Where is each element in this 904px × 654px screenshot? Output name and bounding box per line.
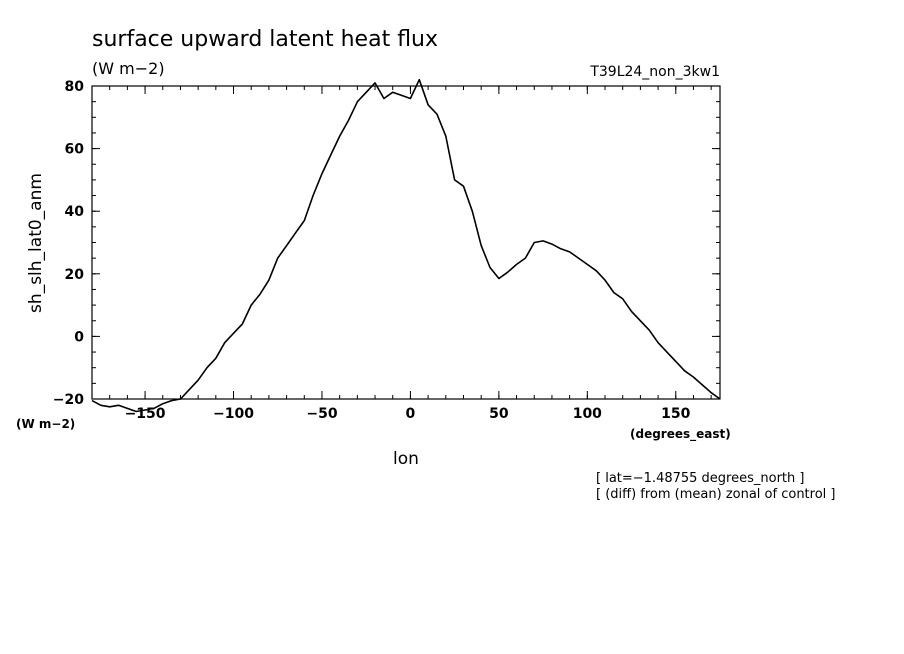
- x-tick-label: −50: [306, 406, 337, 422]
- plot-area: −150 −100 −50 0 50 100 150 −20 0 20 40 60 80: [53, 78, 721, 422]
- x-tick-label: −150: [125, 406, 166, 422]
- note-latitude: [ lat=−1.48755 degrees_north ]: [596, 471, 804, 486]
- major-ticks: [92, 85, 720, 400]
- y-tick-label: 40: [65, 204, 85, 220]
- x-axis-label: lon: [393, 449, 419, 469]
- x-tick-label: 150: [661, 406, 690, 422]
- chart-units: (W m−2): [92, 59, 165, 78]
- chart-title: surface upward latent heat flux: [92, 27, 438, 52]
- x-tick-label: 100: [573, 406, 602, 422]
- series-line: [91, 78, 721, 413]
- x-tick-label: 50: [489, 406, 509, 422]
- x-axis-units: (degrees_east): [630, 427, 731, 442]
- y-axis-label: sh_slh_lat0_anm: [26, 173, 46, 313]
- y-tick-label: 60: [65, 142, 85, 158]
- minor-ticks: [92, 85, 720, 400]
- x-tick-label: −100: [213, 406, 254, 422]
- note-difference: [ (diff) from (mean) zonal of control ]: [596, 487, 835, 502]
- y-tick-label: 80: [65, 79, 85, 95]
- y-tick-label: 20: [65, 267, 85, 283]
- y-tick-label: 0: [74, 329, 84, 345]
- run-label: T39L24_non_3kw1: [589, 64, 720, 80]
- y-axis-units: (W m−2): [16, 417, 75, 431]
- plot-frame: [91, 85, 721, 400]
- tick-labels: −150 −100 −50 0 50 100 150 −20 0 20 40 60 80: [53, 79, 691, 422]
- x-tick-label: 0: [406, 406, 416, 422]
- y-tick-label: −20: [53, 392, 84, 408]
